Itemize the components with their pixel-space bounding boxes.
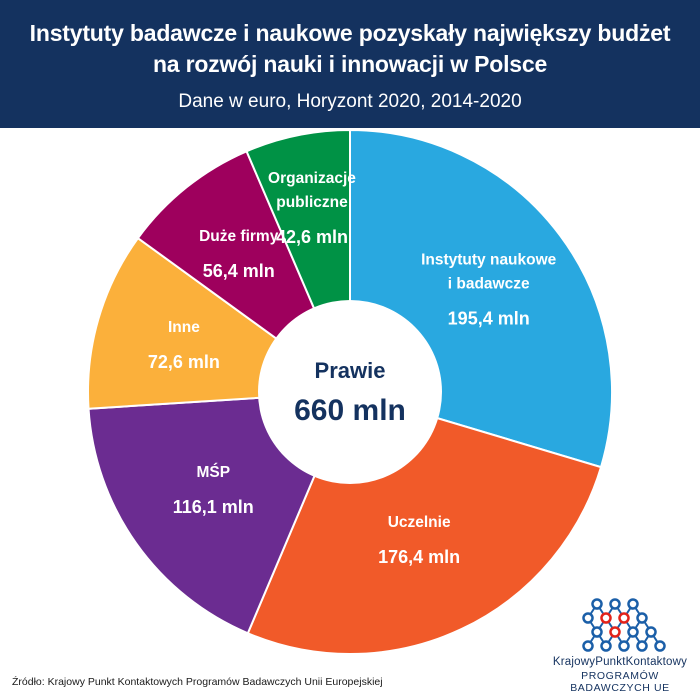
logo-node — [600, 612, 612, 624]
logo-node — [582, 640, 594, 652]
slice-label-5-0: Organizacje — [268, 170, 356, 187]
slice-label-0-1: i badawcze — [448, 276, 530, 293]
slice-label-0-0: Instytuty naukowe — [421, 252, 557, 269]
slice-label-group-1: Uczelnie 176,4 mln — [378, 514, 460, 567]
logo-node — [627, 598, 639, 610]
logo-line1: KrajowyPunktKontaktowy — [552, 656, 688, 668]
slice-value-1: 176,4 mln — [378, 547, 460, 567]
logo-node — [618, 640, 630, 652]
slice-label-group-2: MŚP 116,1 mln — [173, 463, 254, 517]
slice-label-group-5: Organizacje publiczne 42,6 mln — [268, 170, 356, 247]
slice-value-4: 56,4 mln — [203, 261, 275, 281]
slice-label-group-3: Inne 72,6 mln — [148, 319, 220, 372]
chart-title: Instytuty badawcze i naukowe pozyskały n… — [20, 18, 680, 80]
logo-node — [591, 626, 603, 638]
logo-node — [600, 640, 612, 652]
chart-title-line1: Instytuty badawcze i naukowe pozyskały n… — [29, 20, 671, 46]
slice-label-group-4: Duże firmy 56,4 mln — [199, 228, 279, 281]
kpk-logo: KrajowyPunktKontaktowy PROGRAMÓW BADAWCZ… — [545, 596, 695, 694]
slice-label-group-0: Instytuty naukowe i badawcze 195,4 mln — [421, 252, 557, 329]
logo-node — [636, 612, 648, 624]
logo-node — [591, 598, 603, 610]
slice-value-0: 195,4 mln — [448, 309, 530, 329]
logo-node — [618, 612, 630, 624]
logo-node — [609, 598, 621, 610]
logo-node — [654, 640, 666, 652]
chart-subtitle: Dane w euro, Horyzont 2020, 2014-2020 — [178, 91, 522, 112]
center-label-line1: Prawie — [315, 358, 386, 383]
slice-label-1-0: Uczelnie — [388, 514, 451, 531]
molecule-logo-icon — [582, 598, 666, 652]
center-circle — [258, 300, 442, 484]
slice-label-5-1: publiczne — [276, 194, 348, 211]
slice-label-4-0: Duże firmy — [199, 228, 279, 245]
center-label-line2: 660 mln — [294, 394, 406, 427]
source-note: Źródło: Krajowy Punkt Kontaktowych Progr… — [12, 676, 383, 688]
logo-node — [609, 626, 621, 638]
header: Instytuty badawcze i naukowe pozyskały n… — [0, 0, 700, 128]
logo-line2: PROGRAMÓW BADAWCZYCH UE — [570, 670, 670, 694]
slice-value-2: 116,1 mln — [173, 497, 254, 517]
logo-node — [582, 612, 594, 624]
slice-value-5: 42,6 mln — [276, 227, 348, 247]
logo-node — [645, 626, 657, 638]
logo-node — [627, 626, 639, 638]
logo-node — [636, 640, 648, 652]
chart-title-line2: na rozwój nauki i innowacji w Polsce — [152, 51, 548, 77]
slice-value-3: 72,6 mln — [148, 352, 220, 372]
slice-label-3-0: Inne — [168, 319, 200, 336]
slice-label-2-0: MŚP — [196, 463, 230, 481]
